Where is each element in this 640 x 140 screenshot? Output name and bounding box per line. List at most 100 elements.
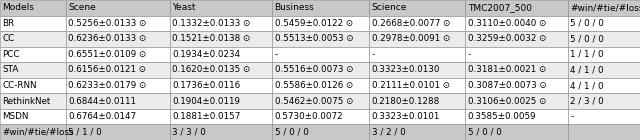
Bar (170, 124, 272, 140)
Bar (369, 78, 465, 93)
Text: RethinkNet: RethinkNet (3, 97, 51, 106)
Bar (272, 31, 369, 47)
Bar (66, 93, 170, 109)
Bar (0, 109, 66, 124)
Bar (568, 47, 640, 62)
Text: 4 / 1 / 0: 4 / 1 / 0 (570, 81, 604, 90)
Text: 0.3181±0.0021 ⊙: 0.3181±0.0021 ⊙ (468, 66, 546, 74)
Text: -: - (468, 50, 471, 59)
Bar (66, 47, 170, 62)
Bar (465, 31, 568, 47)
Text: MSDN: MSDN (3, 112, 29, 121)
Bar (0, 62, 66, 78)
Text: 0.2978±0.0091 ⊙: 0.2978±0.0091 ⊙ (372, 34, 450, 43)
Text: Science: Science (372, 3, 407, 12)
Text: 0.1934±0.0234: 0.1934±0.0234 (172, 50, 240, 59)
Text: 0.5513±0.0053 ⊙: 0.5513±0.0053 ⊙ (275, 34, 353, 43)
Bar (369, 0, 465, 16)
Bar (66, 109, 170, 124)
Text: -: - (570, 112, 573, 121)
Bar (0, 124, 66, 140)
Bar (170, 0, 272, 16)
Text: 0.1332±0.0133 ⊙: 0.1332±0.0133 ⊙ (172, 19, 251, 28)
Text: 0.2111±0.0101 ⊙: 0.2111±0.0101 ⊙ (372, 81, 450, 90)
Text: -: - (275, 50, 278, 59)
Bar (0, 47, 66, 62)
Bar (272, 47, 369, 62)
Text: 0.1521±0.0138 ⊙: 0.1521±0.0138 ⊙ (172, 34, 250, 43)
Text: 3 / 2 / 0: 3 / 2 / 0 (372, 128, 406, 137)
Bar (465, 16, 568, 31)
Text: 0.1620±0.0135 ⊙: 0.1620±0.0135 ⊙ (172, 66, 250, 74)
Bar (369, 62, 465, 78)
Text: STA: STA (3, 66, 19, 74)
Text: 2 / 3 / 0: 2 / 3 / 0 (570, 97, 604, 106)
Bar (465, 93, 568, 109)
Bar (0, 16, 66, 31)
Text: 5 / 1 / 0: 5 / 1 / 0 (68, 128, 102, 137)
Bar (369, 93, 465, 109)
Bar (369, 124, 465, 140)
Bar (272, 124, 369, 140)
Bar (0, 93, 66, 109)
Bar (568, 0, 640, 16)
Bar (369, 31, 465, 47)
Bar (272, 93, 369, 109)
Text: 0.6551±0.0109 ⊙: 0.6551±0.0109 ⊙ (68, 50, 147, 59)
Bar (170, 47, 272, 62)
Text: 0.1904±0.0119: 0.1904±0.0119 (172, 97, 240, 106)
Text: CC: CC (3, 34, 15, 43)
Text: #win/#tie/#loss: #win/#tie/#loss (3, 128, 74, 137)
Bar (568, 78, 640, 93)
Bar (568, 109, 640, 124)
Bar (170, 62, 272, 78)
Bar (0, 78, 66, 93)
Text: 0.3106±0.0025 ⊙: 0.3106±0.0025 ⊙ (468, 97, 547, 106)
Bar (568, 16, 640, 31)
Text: 0.5256±0.0133 ⊙: 0.5256±0.0133 ⊙ (68, 19, 147, 28)
Text: 0.3323±0.0130: 0.3323±0.0130 (372, 66, 440, 74)
Bar (66, 16, 170, 31)
Text: 0.2180±0.1288: 0.2180±0.1288 (372, 97, 440, 106)
Bar (170, 93, 272, 109)
Bar (465, 0, 568, 16)
Bar (66, 0, 170, 16)
Text: 4 / 1 / 0: 4 / 1 / 0 (570, 66, 604, 74)
Text: PCC: PCC (3, 50, 20, 59)
Text: Business: Business (275, 3, 314, 12)
Text: 1 / 1 / 0: 1 / 1 / 0 (570, 50, 604, 59)
Text: 0.3110±0.0040 ⊙: 0.3110±0.0040 ⊙ (468, 19, 547, 28)
Bar (369, 47, 465, 62)
Bar (170, 16, 272, 31)
Text: 0.3087±0.0073 ⊙: 0.3087±0.0073 ⊙ (468, 81, 547, 90)
Bar (66, 31, 170, 47)
Text: Yeast: Yeast (172, 3, 196, 12)
Bar (465, 78, 568, 93)
Bar (0, 31, 66, 47)
Bar (568, 62, 640, 78)
Bar (272, 16, 369, 31)
Bar (170, 109, 272, 124)
Bar (568, 93, 640, 109)
Text: 0.5462±0.0075 ⊙: 0.5462±0.0075 ⊙ (275, 97, 353, 106)
Text: 0.6844±0.0111: 0.6844±0.0111 (68, 97, 136, 106)
Text: 0.1736±0.0116: 0.1736±0.0116 (172, 81, 240, 90)
Text: 0.5586±0.0126 ⊙: 0.5586±0.0126 ⊙ (275, 81, 353, 90)
Bar (0, 0, 66, 16)
Text: CC-RNN: CC-RNN (3, 81, 37, 90)
Bar (568, 124, 640, 140)
Bar (465, 109, 568, 124)
Text: 0.2668±0.0077 ⊙: 0.2668±0.0077 ⊙ (372, 19, 451, 28)
Text: 0.1881±0.0157: 0.1881±0.0157 (172, 112, 241, 121)
Bar (66, 124, 170, 140)
Bar (465, 62, 568, 78)
Bar (272, 62, 369, 78)
Text: 0.6236±0.0133 ⊙: 0.6236±0.0133 ⊙ (68, 34, 147, 43)
Text: 0.5730±0.0072: 0.5730±0.0072 (275, 112, 343, 121)
Bar (272, 109, 369, 124)
Text: 0.5459±0.0122 ⊙: 0.5459±0.0122 ⊙ (275, 19, 353, 28)
Bar (369, 16, 465, 31)
Text: 0.3259±0.0032 ⊙: 0.3259±0.0032 ⊙ (468, 34, 547, 43)
Text: #win/#tie/#loss: #win/#tie/#loss (570, 3, 640, 12)
Bar (568, 31, 640, 47)
